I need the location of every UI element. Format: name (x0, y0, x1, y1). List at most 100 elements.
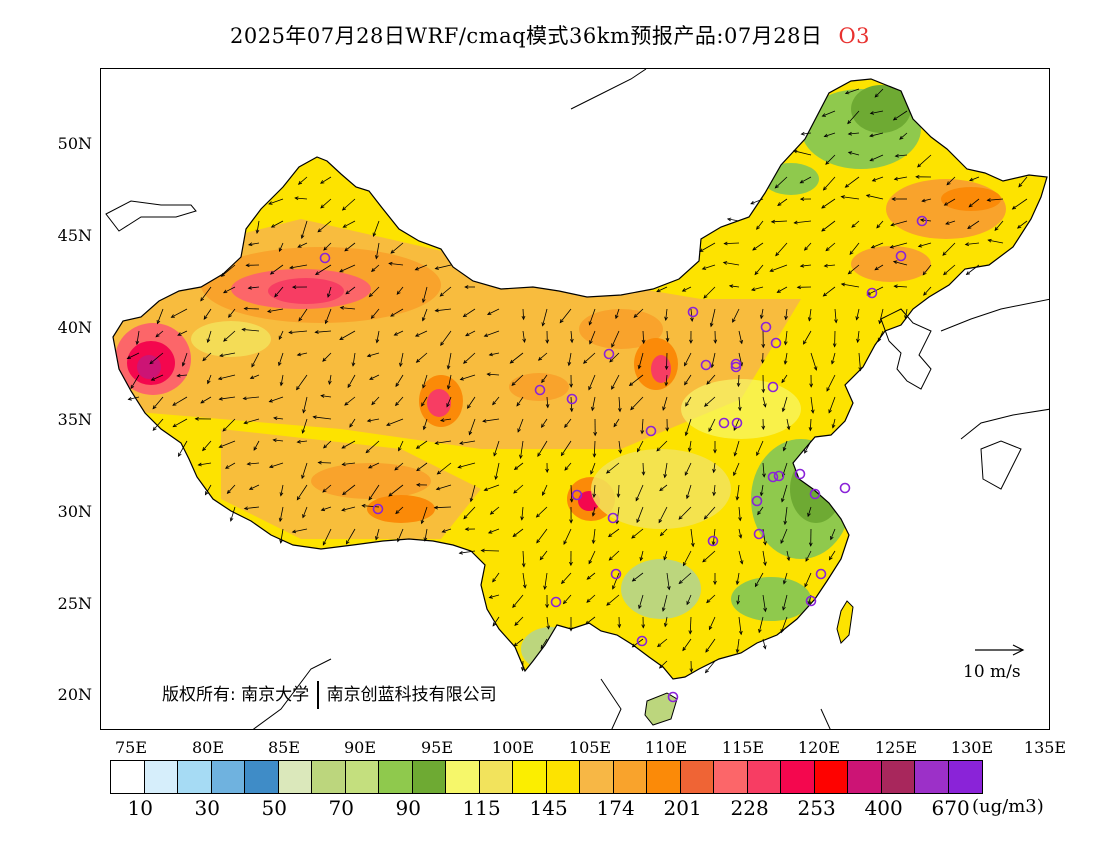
wind-vector-head (492, 578, 496, 583)
wind-vector-head (301, 429, 306, 434)
wind-vector-head (268, 464, 274, 469)
wind-vector (666, 572, 670, 590)
wind-vector-head (546, 625, 551, 630)
wind-vector-head (586, 598, 591, 603)
wind-vector (830, 528, 836, 540)
wind-vector (279, 242, 284, 252)
wind-vector-head (665, 427, 670, 432)
wind-vector (493, 440, 500, 456)
wind-vector (664, 462, 668, 478)
colorbar-swatch (345, 761, 379, 793)
wind-vector (297, 242, 308, 248)
wind-vector-head (585, 620, 590, 625)
wind-vector (342, 198, 356, 211)
wind-vector (512, 594, 524, 608)
wind-vector-head (810, 409, 815, 414)
wind-vector-head (517, 428, 521, 433)
lon-label-120e: 120E (797, 738, 841, 757)
wind-vector (421, 396, 428, 407)
wind-vector (738, 352, 743, 366)
wind-vector (686, 594, 692, 605)
lon-label-100e: 100E (491, 738, 535, 757)
station-marker (770, 337, 782, 349)
wind-vector-head (488, 595, 493, 599)
wind-vector (244, 418, 260, 424)
wind-vector-head (388, 492, 393, 497)
wind-vector (800, 264, 812, 267)
wind-vector (514, 462, 524, 470)
wind-vector-head (220, 272, 225, 277)
wind-vector-head (751, 287, 756, 292)
wind-vector (522, 550, 525, 567)
wind-vector-head (796, 285, 801, 290)
wind-vector-head (269, 270, 275, 275)
wind-vector-head (197, 462, 202, 467)
colorbar-swatch (714, 761, 748, 793)
wind-vector (177, 330, 188, 336)
wind-vector-head (341, 445, 346, 449)
wind-vector (248, 242, 260, 246)
wind-vector-head (541, 378, 545, 384)
wind-vector (878, 330, 884, 342)
wind-vector (362, 505, 380, 508)
wind-vector-head (459, 441, 464, 445)
wind-vector (342, 462, 356, 465)
wind-vector-head (783, 520, 788, 526)
wind-vector-head (586, 575, 591, 580)
lon-label-110e: 110E (644, 738, 688, 757)
wind-vector (340, 307, 356, 310)
wind-vector-head (851, 223, 856, 228)
wind-vector-head (243, 420, 248, 425)
wind-vector-head (605, 469, 611, 474)
wind-vector (278, 330, 284, 340)
station-marker (916, 215, 928, 227)
colorbar-swatch (948, 761, 982, 793)
wind-vector-head (278, 517, 283, 523)
wind-vector-head (763, 607, 767, 613)
wind-vector (857, 330, 860, 343)
wind-vector-head (869, 133, 874, 138)
wind-vector (710, 308, 716, 327)
wind-vector (593, 440, 596, 457)
wind-vector (563, 528, 572, 545)
wind-vector (323, 242, 332, 251)
wind-vector-head (689, 668, 694, 673)
pollutant-label: O3 (838, 24, 871, 48)
wind-vector-head (436, 470, 441, 475)
wind-vector-head (368, 496, 373, 501)
wind-vector-head (659, 487, 664, 492)
wind-vector-head (735, 496, 740, 501)
wind-vector-head (840, 282, 846, 287)
wind-vector-head (713, 580, 717, 586)
wind-vector-head (203, 315, 208, 320)
wind-vector-head (149, 360, 154, 365)
wind-vector (219, 352, 236, 357)
wind-vector-head (871, 178, 877, 182)
wind-vector-head (637, 365, 642, 370)
colorbar-tick-label: 400 (864, 796, 903, 820)
wind-vector (684, 374, 692, 385)
wind-vector-head (268, 201, 273, 205)
wind-vector (296, 374, 308, 390)
wind-vector (874, 88, 884, 98)
wind-vector-head (735, 580, 740, 586)
wind-vector (463, 308, 476, 317)
lon-label-125e: 125E (874, 738, 918, 757)
wind-vector (641, 418, 644, 434)
wind-vector (664, 616, 668, 627)
wind-vector (301, 220, 308, 239)
wind-vector (613, 418, 620, 427)
wind-vector-head (588, 386, 592, 391)
wind-vector (781, 374, 788, 383)
wind-vector (248, 286, 260, 289)
wind-vector-head (516, 402, 521, 407)
wind-vector (848, 264, 860, 275)
wind-vector (588, 374, 596, 390)
wind-vector (638, 352, 644, 369)
wind-vector (514, 616, 524, 626)
colorbar-swatch (312, 761, 346, 793)
wind-vector-head (612, 585, 616, 590)
wind-vector-head (339, 306, 345, 310)
wind-vector (736, 572, 740, 585)
wind-vector-head (327, 293, 331, 298)
